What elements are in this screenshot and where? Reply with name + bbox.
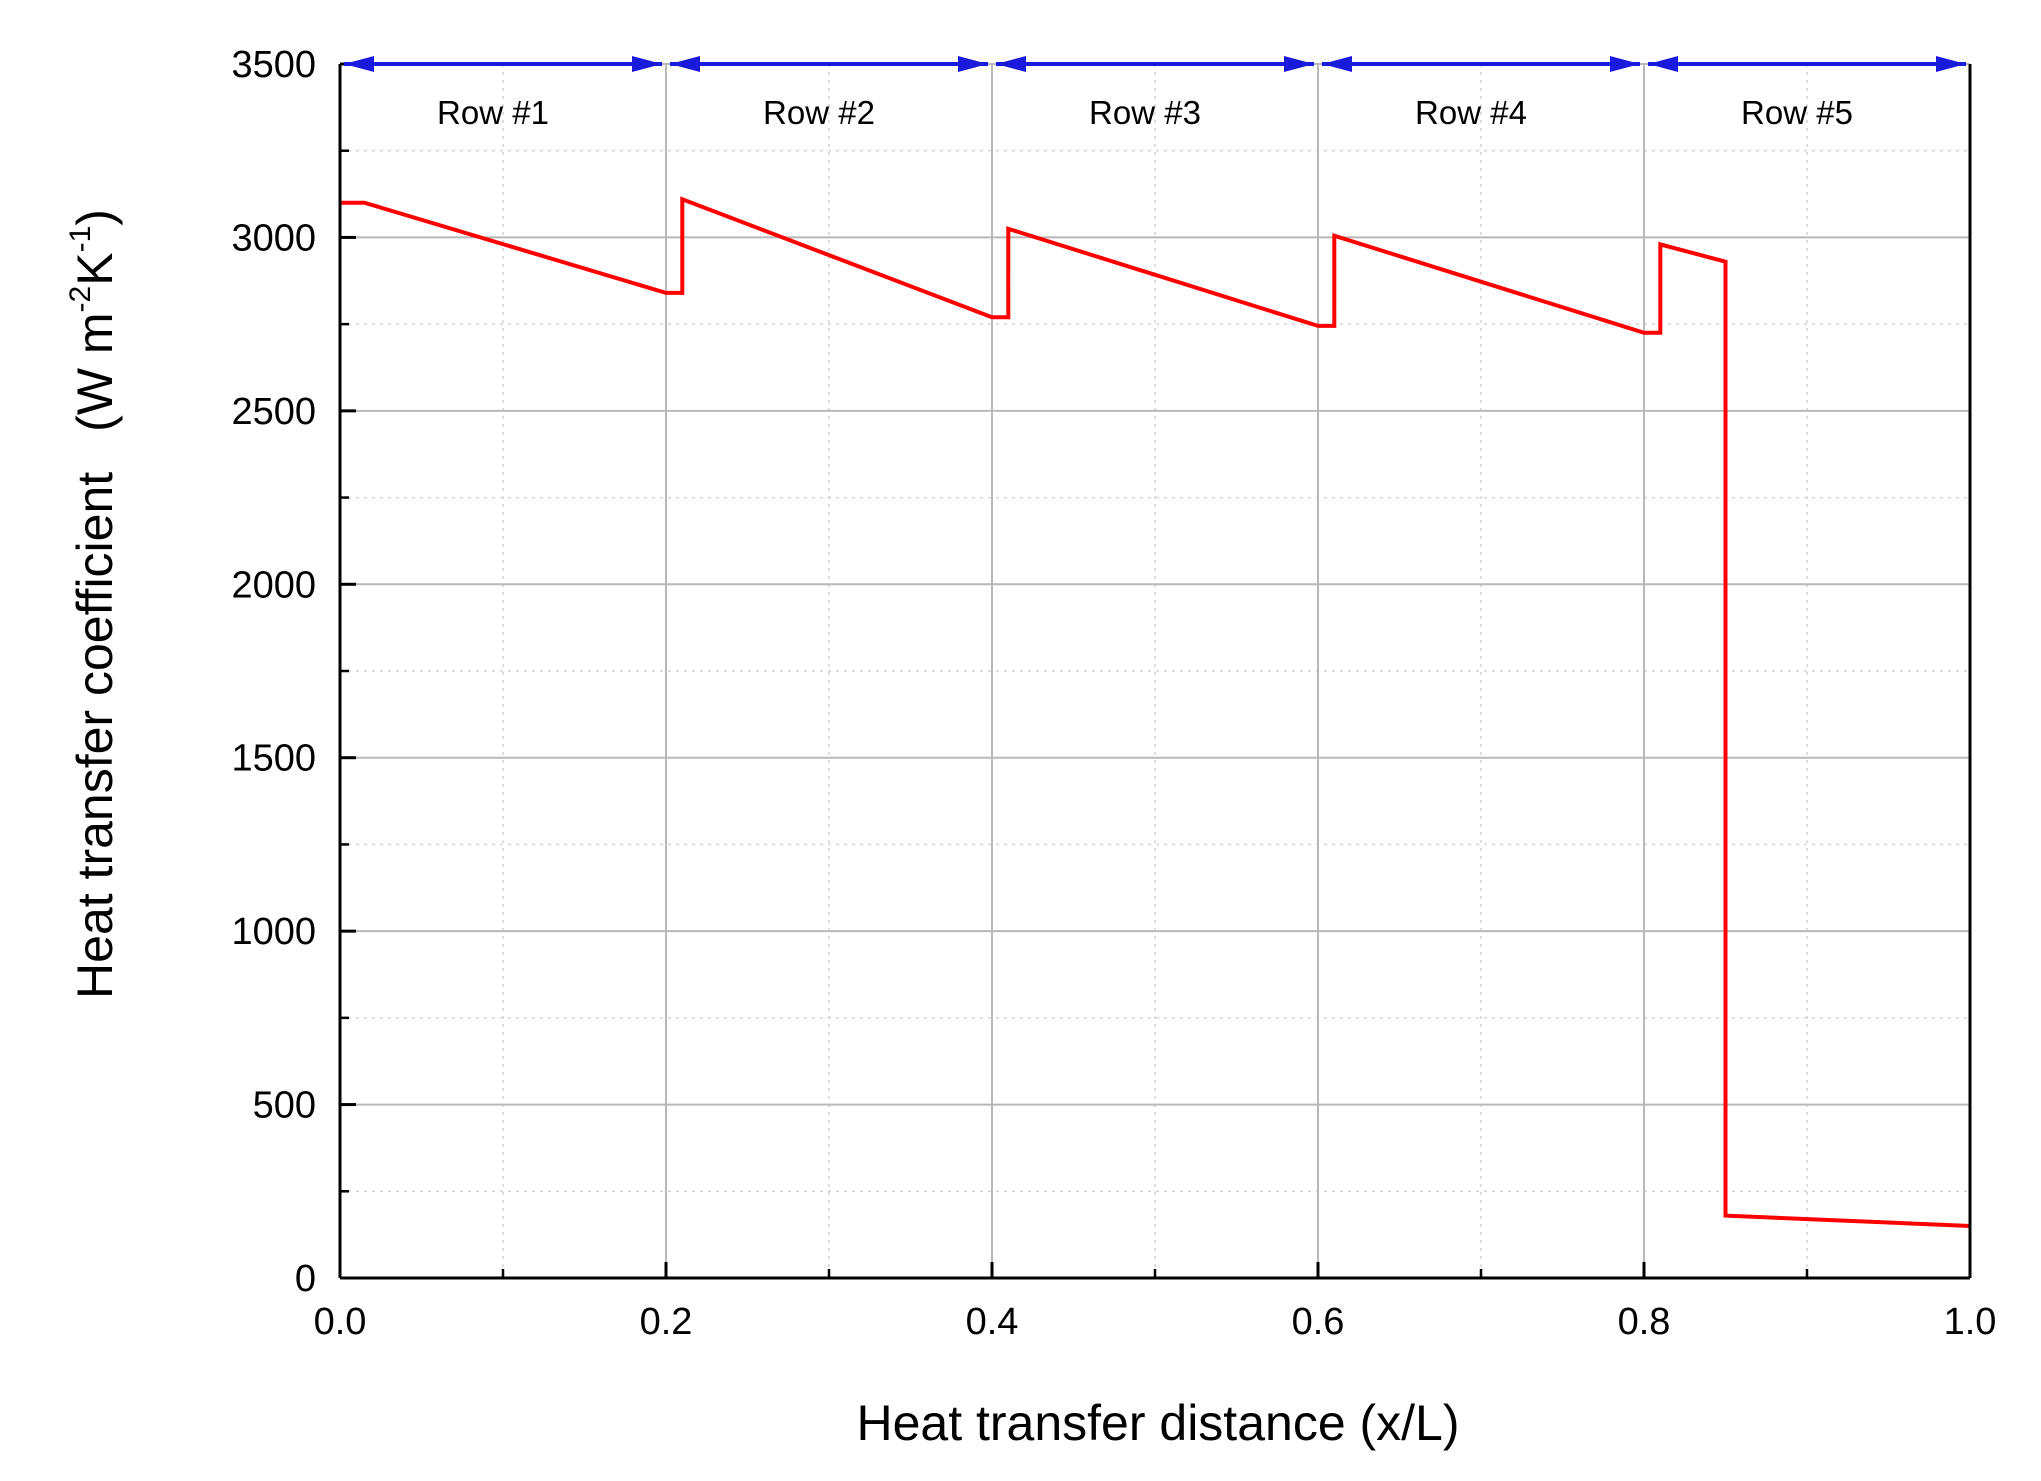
- y-axis-title-exp1: -2: [64, 286, 97, 313]
- y-axis-title-unit-close: ): [67, 209, 123, 226]
- y-axis-title-exp2: -1: [64, 226, 97, 253]
- row-arrow-head-left: [996, 56, 1026, 72]
- grid: [339, 63, 1971, 1279]
- row-label: Row #1: [437, 94, 549, 131]
- y-tick-label: 1000: [231, 911, 316, 953]
- row-label: Row #2: [763, 94, 875, 131]
- x-tick-label: 0.2: [640, 1301, 693, 1343]
- y-tick-label: 3500: [231, 44, 316, 86]
- row-span-annotations: Row #1 Row #2 Row #3 Row #4 Row #5: [344, 56, 1966, 131]
- x-axis-title: Heat transfer distance (x/L): [856, 1395, 1459, 1451]
- row-arrow-head-left: [1322, 56, 1352, 72]
- axes: 0.0 0.2 0.4 0.6 0.8 1.0 0 500 1000 1500 2000 2500 30…: [231, 44, 1996, 1343]
- y-tick-label: 3000: [231, 217, 316, 259]
- y-tick-label: 500: [253, 1085, 316, 1127]
- y-tick-label: 2000: [231, 564, 316, 606]
- row-arrow-head-left: [670, 56, 700, 72]
- y-axis-title-unit-open: (W m: [67, 312, 123, 431]
- x-tick-label: 0.4: [966, 1301, 1019, 1343]
- row-label: Row #4: [1415, 94, 1527, 131]
- row-label: Row #5: [1741, 94, 1853, 131]
- y-tick-label: 2500: [231, 391, 316, 433]
- row-arrow-head-right: [632, 56, 662, 72]
- y-axis-title: Heat transfer coefficient (W m-2K-1): [64, 209, 123, 999]
- y-tick-label: 0: [295, 1258, 316, 1300]
- y-axis-title-main: Heat transfer coefficient: [67, 472, 123, 999]
- y-axis-title-unit-mid: K: [67, 252, 123, 285]
- x-tick-label: 0.8: [1618, 1301, 1671, 1343]
- row-arrow-head-left: [1648, 56, 1678, 72]
- row-arrow-head-right: [1936, 56, 1966, 72]
- row-arrow-head-right: [1284, 56, 1314, 72]
- row-label: Row #3: [1089, 94, 1201, 131]
- row-arrow-head-right: [958, 56, 988, 72]
- row-arrow-head-right: [1610, 56, 1640, 72]
- row-arrow-head-left: [344, 56, 374, 72]
- series-layer: [340, 196, 1971, 1228]
- x-tick-label: 1.0: [1944, 1301, 1997, 1343]
- y-tick-label: 1500: [231, 738, 316, 780]
- x-tick-label: 0.6: [1292, 1301, 1345, 1343]
- x-tick-label: 0.0: [314, 1301, 367, 1343]
- series-line-1: [340, 196, 1971, 1228]
